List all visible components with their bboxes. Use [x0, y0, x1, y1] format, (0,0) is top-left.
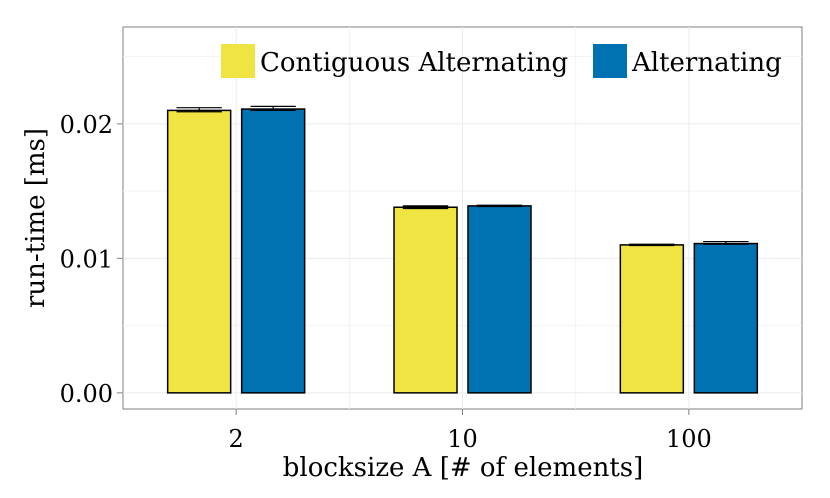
y-axis-title: run-time [ms] — [21, 128, 51, 308]
x-tick-label: 2 — [229, 425, 244, 453]
bar — [240, 108, 306, 394]
legend-label: Contiguous Alternating — [260, 48, 568, 78]
grid-lines — [123, 27, 802, 409]
x-tick-label: 10 — [447, 425, 478, 453]
bar — [467, 205, 532, 394]
legend-key — [593, 44, 627, 78]
bar — [693, 242, 759, 394]
bars — [166, 108, 759, 394]
axes: 0.00 0.01 0.02 2 10 100 — [60, 111, 712, 453]
legend-label: Alternating — [631, 48, 782, 78]
bar — [393, 206, 458, 394]
legend: Contiguous Alternating Alternating — [221, 44, 782, 78]
legend-key — [221, 44, 255, 78]
bar — [166, 109, 232, 394]
y-tick-label: 0.00 — [60, 380, 113, 408]
y-tick-label: 0.01 — [60, 245, 113, 273]
x-tick-label: 100 — [666, 425, 712, 453]
x-axis-title: blocksize A [# of elements] — [283, 453, 644, 483]
error-bars — [176, 105, 749, 247]
y-tick-label: 0.02 — [60, 111, 113, 139]
bar — [619, 244, 685, 394]
